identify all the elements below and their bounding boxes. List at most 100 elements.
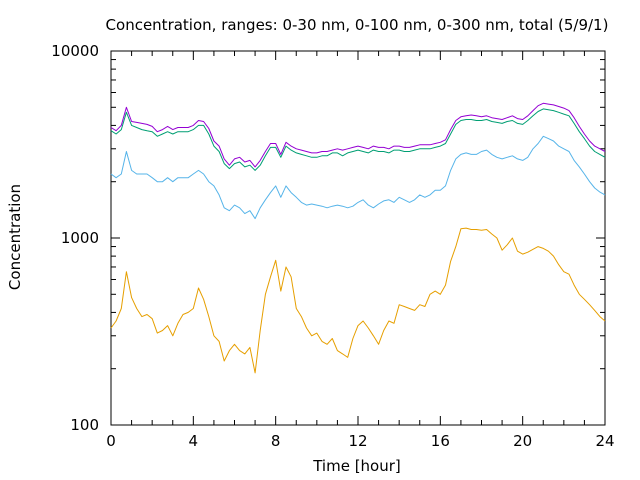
data-point xyxy=(429,144,430,145)
data-point xyxy=(224,207,225,208)
data-point xyxy=(466,152,467,153)
data-point xyxy=(249,347,250,348)
data-point xyxy=(435,147,436,148)
data-point xyxy=(260,160,261,161)
data-point xyxy=(512,115,513,116)
data-point xyxy=(527,157,528,158)
data-point xyxy=(527,115,528,116)
data-point xyxy=(347,152,348,153)
series-lines xyxy=(110,102,606,374)
data-point xyxy=(440,294,441,295)
data-point xyxy=(157,131,158,132)
data-point xyxy=(532,110,533,111)
data-point xyxy=(357,150,358,151)
data-point xyxy=(589,146,590,147)
series-1 xyxy=(110,227,606,374)
data-point xyxy=(162,133,163,134)
data-point xyxy=(435,291,436,292)
data-point xyxy=(599,148,600,149)
data-point xyxy=(234,163,235,164)
data-point xyxy=(476,229,477,230)
data-point xyxy=(265,199,266,200)
data-point xyxy=(270,192,271,193)
data-point xyxy=(285,146,286,147)
data-point xyxy=(141,173,142,174)
data-point xyxy=(275,185,276,186)
data-point xyxy=(455,124,456,125)
data-point xyxy=(558,264,559,265)
data-point xyxy=(440,146,441,147)
data-point xyxy=(393,202,394,203)
data-point xyxy=(357,202,358,203)
data-point xyxy=(352,338,353,339)
data-point xyxy=(574,123,575,124)
data-point xyxy=(219,151,220,152)
data-point xyxy=(316,152,317,153)
data-point xyxy=(553,140,554,141)
data-point xyxy=(527,120,528,121)
data-point xyxy=(604,194,605,195)
data-point xyxy=(507,244,508,245)
data-point xyxy=(110,130,111,131)
data-point xyxy=(538,143,539,144)
data-point xyxy=(543,136,544,137)
data-point xyxy=(182,127,183,128)
data-point xyxy=(177,323,178,324)
data-point xyxy=(424,197,425,198)
data-point xyxy=(342,206,343,207)
data-point xyxy=(311,203,312,204)
data-point xyxy=(188,312,189,313)
data-point xyxy=(110,327,111,328)
data-point xyxy=(481,151,482,152)
data-point xyxy=(352,151,353,152)
data-point xyxy=(399,146,400,147)
data-point xyxy=(373,146,374,147)
data-point xyxy=(517,118,518,119)
data-point xyxy=(460,116,461,117)
data-point xyxy=(414,310,415,311)
data-point xyxy=(404,199,405,200)
series-3 xyxy=(110,108,606,171)
y-tick-label: 1000 xyxy=(61,229,99,247)
x-tick-label: 24 xyxy=(595,432,614,450)
data-point xyxy=(270,276,271,277)
data-point xyxy=(347,357,348,358)
data-point xyxy=(363,320,364,321)
data-point xyxy=(239,161,240,162)
series-line-4 xyxy=(110,102,606,168)
data-point xyxy=(594,187,595,188)
data-point xyxy=(321,155,322,156)
data-point xyxy=(213,185,214,186)
data-point xyxy=(208,316,209,317)
data-point xyxy=(198,125,199,126)
data-point xyxy=(136,122,137,123)
data-point xyxy=(486,115,487,116)
data-point xyxy=(239,350,240,351)
data-point xyxy=(507,121,508,122)
data-point xyxy=(316,205,317,206)
data-point xyxy=(280,157,281,158)
data-point xyxy=(141,123,142,124)
series-2 xyxy=(110,135,606,220)
data-point xyxy=(460,120,461,121)
data-point xyxy=(265,151,266,152)
data-point xyxy=(548,138,549,139)
data-point xyxy=(568,110,569,111)
data-point xyxy=(409,308,410,309)
data-point xyxy=(445,143,446,144)
data-point xyxy=(121,173,122,174)
data-point xyxy=(383,330,384,331)
data-point xyxy=(146,173,147,174)
x-tick-label: 16 xyxy=(431,432,450,450)
data-point xyxy=(424,144,425,145)
data-point xyxy=(177,131,178,132)
data-point xyxy=(419,194,420,195)
data-point xyxy=(399,304,400,305)
data-point xyxy=(193,125,194,126)
data-point xyxy=(455,246,456,247)
data-point xyxy=(414,150,415,151)
data-point xyxy=(393,146,394,147)
data-point xyxy=(280,291,281,292)
data-point xyxy=(229,165,230,166)
y-axis: 100 1000 10000 xyxy=(51,42,605,434)
